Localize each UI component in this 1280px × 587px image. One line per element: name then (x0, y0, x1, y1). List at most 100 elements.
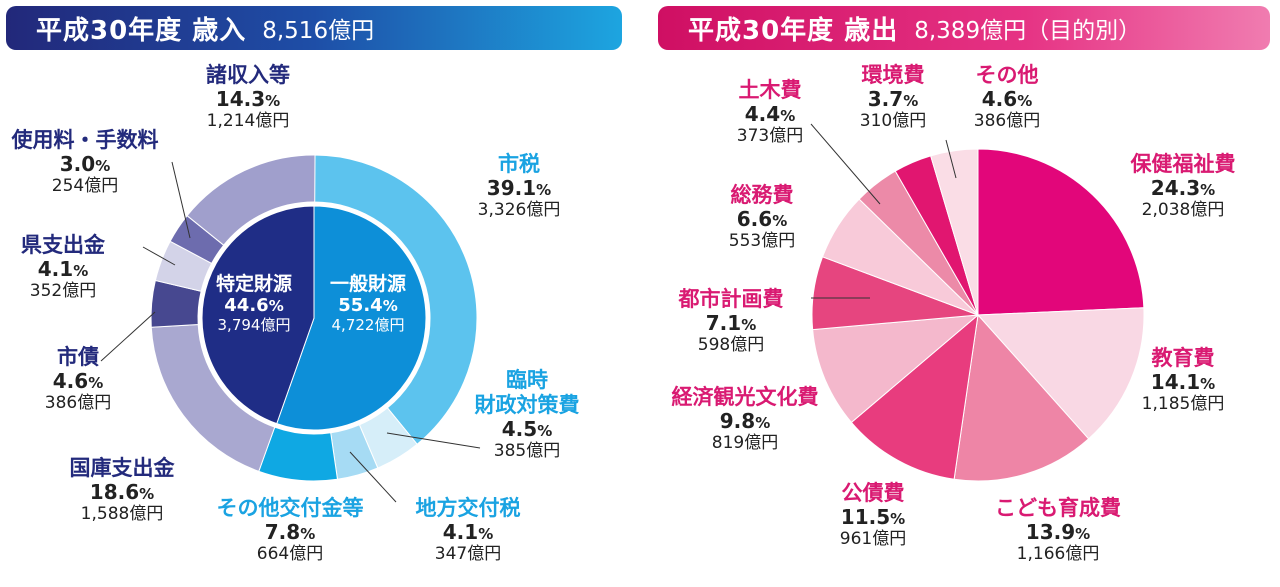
slice-amount: 2,038億円 (1141, 200, 1225, 221)
slice-label-14: 公債費 11.5% 961億円 (763, 481, 983, 549)
slice-amount: 1,185億円 (1141, 394, 1225, 415)
slice-label-15: 経済観光文化費 9.8% 819億円 (635, 385, 855, 453)
slice-percent: 14.1% (1150, 369, 1216, 394)
revenue-total: 8,516億円 (262, 18, 375, 44)
slice-percent: 4.1% (442, 519, 494, 544)
slice-percent: 4.4% (744, 101, 796, 126)
slice-label-12: 教育費 14.1% 1,185億円 (1073, 346, 1280, 414)
leader-line-2 (100, 311, 156, 362)
slice-name: 総務費 (730, 183, 794, 207)
revenue-outer-slice-8 (186, 154, 316, 246)
expenditure-slice-2 (953, 313, 1090, 482)
slice-amount: 3,326億円 (477, 200, 561, 221)
slice-amount: 386億円 (44, 393, 112, 414)
slice-name: その他 (975, 63, 1039, 87)
slice-amount: 819億円 (711, 433, 779, 454)
slice-percent: 3.0% (59, 151, 111, 176)
slice-name: 都市計画費 (678, 287, 784, 311)
slice-amount: 1,166億円 (1016, 544, 1100, 565)
slice-label-3: 臨時 財政対策費 4.5% 385億円 (417, 368, 637, 461)
slice-amount: 373億円 (736, 126, 804, 147)
slice-name: 環境費 (861, 63, 925, 87)
leader-line-0 (171, 161, 191, 239)
slice-amount: 1,214億円 (206, 111, 290, 132)
slice-amount: 664億円 (256, 544, 324, 565)
expenditure-total: 8,389億円（目的別） (914, 18, 1142, 44)
slice-name: 一般財源 (329, 273, 406, 295)
slice-amount: 254億円 (51, 176, 119, 197)
slice-percent: 9.8% (719, 408, 771, 433)
slice-percent: 24.3% (1150, 175, 1216, 200)
slice-percent: 11.5% (840, 504, 906, 529)
slice-percent: 55.4% (338, 295, 398, 317)
slice-label-5: その他交付金等 7.8% 664億円 (180, 496, 400, 564)
slice-percent: 4.6% (52, 368, 104, 393)
slice-label-4: 地方交付税 4.1% 347億円 (358, 496, 578, 564)
slice-label-9: 使用料・手数料 3.0% 254億円 (0, 128, 195, 196)
leader-line-5 (810, 123, 881, 205)
leader-line-6 (945, 139, 957, 179)
slice-name: 臨時 財政対策費 (474, 368, 580, 417)
slice-label-1: 特定財源 44.6% 3,794億円 (144, 273, 364, 334)
revenue-title-banner: 平成30年度 歳入 8,516億円 (6, 6, 622, 50)
revenue-title: 平成30年度 歳入 (36, 15, 247, 46)
slice-amount: 385億円 (493, 441, 561, 462)
slice-name: その他交付金等 (216, 496, 364, 520)
slice-amount: 4,722億円 (331, 315, 405, 334)
slice-percent: 4.1% (37, 256, 89, 281)
slice-name: 使用料・手数料 (11, 128, 159, 152)
slice-name: 公債費 (841, 481, 905, 505)
slice-name: 市税 (498, 152, 540, 176)
expenditure-slice-3 (850, 313, 979, 480)
slice-label-16: 都市計画費 7.1% 598億円 (621, 287, 841, 355)
slice-name: 市債 (57, 345, 99, 369)
slice-percent: 6.6% (736, 206, 788, 231)
slice-label-0: 一般財源 55.4% 4,722億円 (258, 273, 478, 334)
expenditure-slice-4 (812, 314, 980, 424)
expenditure-slice-1 (976, 307, 1145, 440)
slice-label-13: こども育成費 13.9% 1,166億円 (948, 496, 1168, 564)
slice-label-11: 保健福祉費 24.3% 2,038億円 (1073, 152, 1280, 220)
slice-name: 経済観光文化費 (671, 385, 819, 409)
slice-percent: 13.9% (1025, 519, 1091, 544)
slice-name: 諸収入等 (206, 63, 290, 87)
revenue-outer-ring (150, 154, 478, 482)
slice-label-19: 環境費 3.7% 310億円 (783, 63, 1003, 131)
leader-line-4 (349, 451, 397, 503)
slice-amount: 310億円 (859, 111, 927, 132)
slice-percent: 4.6% (981, 86, 1033, 111)
slice-amount: 3,794億円 (217, 315, 291, 334)
expenditure-slice-9 (930, 148, 979, 316)
slice-percent: 39.1% (486, 175, 552, 200)
slice-label-20: その他 4.6% 386億円 (897, 63, 1117, 131)
slice-name: 国庫支出金 (69, 456, 175, 480)
slice-amount: 1,588億円 (80, 504, 164, 525)
leader-lines (100, 123, 957, 503)
slice-amount: 553億円 (728, 231, 796, 252)
slice-name: 特定財源 (215, 273, 292, 295)
slice-label-2: 市税 39.1% 3,326億円 (409, 152, 629, 220)
slice-amount: 347億円 (434, 544, 502, 565)
expenditure-slice-0 (977, 148, 1145, 316)
expenditure-title: 平成30年度 歳出 (688, 15, 899, 46)
slice-label-7: 市債 4.6% 386億円 (0, 345, 188, 413)
slice-amount: 961億円 (839, 529, 907, 550)
slice-name: こども育成費 (995, 496, 1121, 520)
slice-percent: 7.1% (705, 310, 757, 335)
revenue-inner-ring (201, 205, 427, 431)
revenue-outer-slice-0 (313, 154, 478, 445)
expenditure-title-banner: 平成30年度 歳出 8,389億円（目的別） (658, 6, 1270, 50)
slice-name: 教育費 (1151, 346, 1215, 370)
slice-name: 県支出金 (21, 233, 105, 257)
slice-label-18: 土木費 4.4% 373億円 (660, 78, 880, 146)
leader-line-1 (142, 246, 176, 266)
slice-name: 保健福祉費 (1130, 152, 1236, 176)
slice-label-10: 諸収入等 14.3% 1,214億円 (138, 63, 358, 131)
leader-line-3 (386, 432, 481, 449)
slice-label-17: 総務費 6.6% 553億円 (652, 183, 872, 251)
slice-name: 土木費 (738, 78, 802, 102)
slice-percent: 4.5% (501, 416, 553, 441)
slice-amount: 598億円 (697, 335, 765, 356)
slice-percent: 14.3% (215, 86, 281, 111)
